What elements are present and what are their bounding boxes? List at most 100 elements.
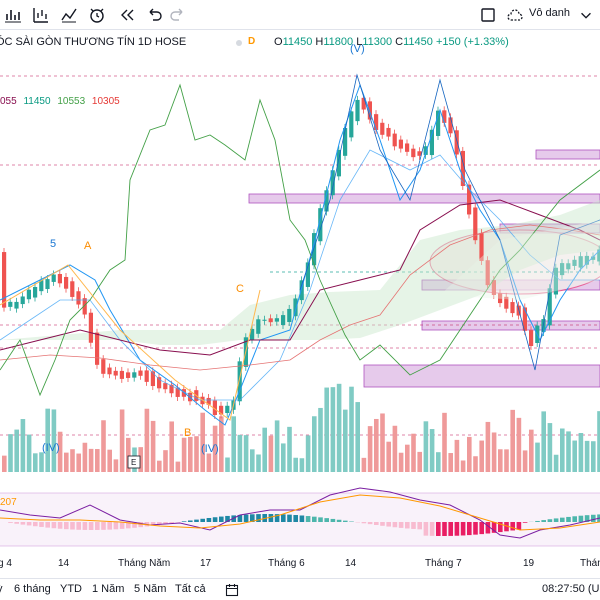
candle bbox=[578, 256, 583, 268]
undo-button[interactable] bbox=[143, 4, 165, 26]
volume-bars bbox=[2, 383, 600, 472]
candle bbox=[479, 233, 484, 261]
volume-bar bbox=[349, 386, 354, 472]
macd-bar bbox=[51, 522, 57, 529]
range-5y[interactable]: 5 Năm bbox=[134, 583, 167, 595]
candle bbox=[442, 110, 447, 123]
volume-bar bbox=[361, 457, 367, 472]
macd-bar bbox=[386, 522, 391, 527]
candle bbox=[330, 170, 335, 196]
alert-button[interactable] bbox=[86, 4, 108, 26]
macd-bar bbox=[312, 516, 317, 522]
time-axis[interactable]: g 4 14 Tháng Năm 17 Tháng 6 14 Tháng 7 1… bbox=[0, 556, 600, 572]
macd-bar bbox=[361, 522, 367, 524]
volume-bar bbox=[243, 435, 249, 472]
candle bbox=[485, 260, 490, 286]
volume-bar bbox=[479, 440, 484, 472]
volume-bar bbox=[522, 450, 528, 472]
volume-bar bbox=[330, 387, 336, 472]
macd-bar bbox=[398, 522, 404, 528]
volume-bar bbox=[101, 420, 106, 472]
volume-bar bbox=[411, 433, 416, 472]
macd-bar bbox=[417, 522, 422, 530]
candle bbox=[88, 312, 93, 343]
symbol-title[interactable]: ÓC SÀI GÒN THƯƠNG TÍN 1D HOSE bbox=[0, 36, 187, 48]
volume-bar bbox=[225, 457, 230, 472]
candle bbox=[318, 208, 323, 242]
candle bbox=[45, 279, 50, 290]
chevron-down-icon bbox=[581, 12, 591, 19]
candle bbox=[51, 274, 56, 282]
macd-bar bbox=[566, 516, 571, 522]
legend-row: ÓC SÀI GÒN THƯƠNG TÍN 1D HOSE D O11450 H… bbox=[0, 32, 600, 52]
ma-blue-line bbox=[0, 83, 600, 426]
volume-bar bbox=[175, 461, 181, 472]
wave-label-v: (V) bbox=[350, 43, 365, 55]
chart-type-button[interactable] bbox=[2, 4, 24, 26]
time-tick: 19 bbox=[523, 558, 535, 569]
undo-icon bbox=[149, 8, 162, 21]
volume-bar bbox=[318, 407, 323, 472]
candle bbox=[113, 370, 118, 376]
calendar-icon[interactable] bbox=[225, 583, 239, 597]
volume-bar bbox=[541, 411, 546, 472]
price-chart[interactable]: 5 A B C (IV) (IV) (V) E bbox=[0, 40, 600, 556]
macd-bar bbox=[560, 517, 565, 522]
macd-bar bbox=[243, 514, 249, 522]
volume-bar bbox=[8, 434, 13, 472]
candle bbox=[163, 383, 168, 390]
candle bbox=[448, 117, 453, 134]
change-value: +150 (+1.33%) bbox=[435, 36, 509, 48]
range-3m[interactable]: ỳ bbox=[0, 583, 3, 595]
candle bbox=[367, 101, 372, 120]
volume-bar bbox=[144, 408, 150, 472]
macd-bar bbox=[281, 514, 286, 522]
volume-bar bbox=[107, 449, 112, 472]
candle bbox=[299, 280, 304, 301]
range-ytd[interactable]: YTD bbox=[60, 583, 82, 595]
volume-bar bbox=[194, 436, 199, 472]
volume-bar bbox=[429, 429, 435, 472]
macd-bar bbox=[101, 522, 106, 530]
clock[interactable]: 08:27:50 (U bbox=[542, 583, 600, 595]
candle bbox=[169, 384, 174, 394]
redo-icon bbox=[170, 8, 183, 21]
volume-bar bbox=[33, 453, 38, 472]
range-all[interactable]: Tất cả bbox=[175, 583, 206, 595]
range-1y[interactable]: 1 Năm bbox=[92, 583, 125, 595]
macd-bar bbox=[485, 522, 491, 534]
candle bbox=[107, 367, 112, 375]
volume-bar bbox=[374, 418, 379, 472]
time-tick: g 4 bbox=[0, 558, 12, 569]
wave-label-iv-a: (IV) bbox=[42, 442, 60, 454]
candle bbox=[324, 190, 329, 212]
volume-bar bbox=[64, 452, 69, 472]
redo-button[interactable] bbox=[167, 4, 189, 26]
volume-bar bbox=[535, 442, 540, 472]
volume-bar bbox=[281, 443, 286, 472]
candle bbox=[126, 372, 131, 378]
macd-bar bbox=[250, 514, 255, 522]
future-cloud bbox=[440, 220, 600, 300]
bars-style-button[interactable] bbox=[30, 4, 52, 26]
layout-name[interactable]: Vô danh bbox=[529, 7, 570, 19]
signal-line bbox=[0, 494, 600, 531]
close-label: C bbox=[395, 36, 404, 48]
volume-bar bbox=[150, 420, 156, 472]
save-layout-button[interactable] bbox=[504, 4, 526, 26]
indicators-button[interactable] bbox=[58, 4, 80, 26]
range-6m[interactable]: 6 tháng bbox=[14, 583, 51, 595]
macd-bar bbox=[225, 515, 230, 522]
volume-bar bbox=[584, 440, 590, 472]
event-marker[interactable] bbox=[127, 455, 141, 469]
fullscreen-button[interactable] bbox=[477, 4, 499, 26]
replay-button[interactable] bbox=[116, 4, 138, 26]
candle bbox=[2, 252, 7, 308]
indicator-value-4: 10305 bbox=[91, 96, 120, 107]
candle bbox=[336, 149, 341, 177]
macd-bar bbox=[206, 517, 212, 522]
volume-bar bbox=[392, 425, 398, 472]
macd-bar bbox=[113, 522, 119, 530]
candle bbox=[417, 151, 422, 156]
layout-dropdown-button[interactable] bbox=[578, 4, 594, 26]
